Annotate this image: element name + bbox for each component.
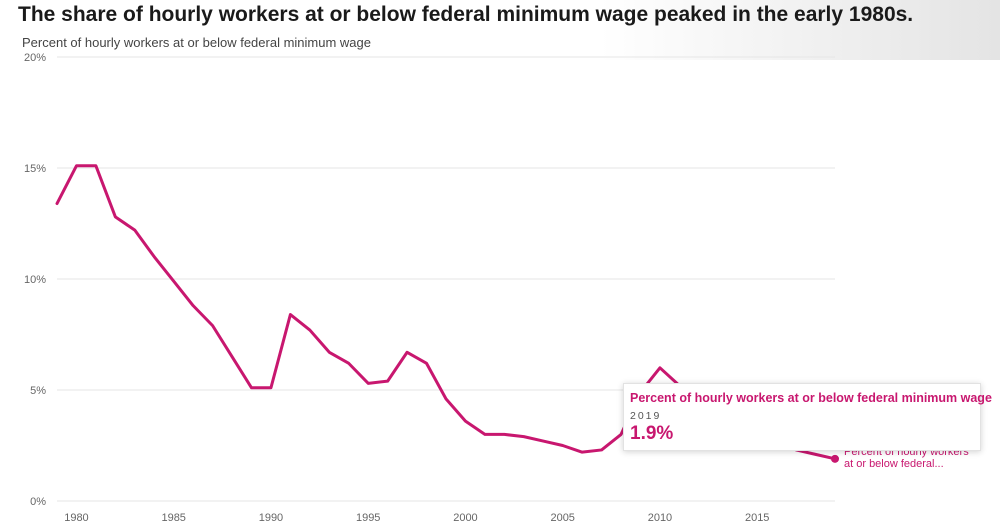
data-point-1996	[387, 380, 389, 382]
data-point-1984	[153, 256, 155, 258]
data-point-1999	[445, 398, 447, 400]
data-point-1981	[95, 165, 97, 167]
y-tick-label: 20%	[24, 52, 46, 64]
chart-title: The share of hourly workers at or below …	[18, 3, 914, 26]
y-axis-title: Percent of hourly workers at or below fe…	[22, 35, 371, 50]
data-point-2003	[523, 436, 525, 438]
data-point-1998	[426, 362, 428, 364]
data-point-1988	[231, 356, 233, 358]
x-tick-label: 1990	[259, 512, 283, 524]
data-point-2007	[601, 449, 603, 451]
end-point-marker[interactable]	[831, 454, 839, 463]
gridlines	[57, 56, 835, 502]
data-point-2005	[562, 445, 564, 447]
data-point-1987	[212, 325, 214, 327]
data-point-1992	[309, 329, 311, 331]
x-tick-label: 2010	[648, 512, 672, 524]
data-point-2001	[484, 433, 486, 435]
data-point-1982	[114, 216, 116, 218]
data-point-2006	[581, 451, 583, 453]
data-point-1991	[289, 314, 291, 316]
data-point-2010	[659, 367, 661, 369]
y-tick-label: 0%	[30, 496, 46, 508]
tooltip-value: 1.9%	[630, 423, 674, 444]
x-tick-label: 2005	[550, 512, 574, 524]
data-point-2004	[542, 440, 544, 442]
data-point-1994	[348, 362, 350, 364]
tooltip-series-name: Percent of hourly workers at or below fe…	[630, 391, 992, 405]
y-tick-label: 15%	[24, 163, 46, 175]
y-tick-label: 5%	[30, 385, 46, 397]
data-point-1986	[192, 305, 194, 307]
tooltip-year: 2019	[630, 410, 662, 422]
x-tick-label: 2000	[453, 512, 477, 524]
data-point-2008	[620, 433, 622, 435]
data-point-1980	[75, 165, 77, 167]
tooltip: Percent of hourly workers at or below fe…	[623, 383, 992, 451]
data-point-2018	[815, 453, 817, 455]
x-tick-label: 1985	[161, 512, 185, 524]
data-point-1990	[270, 387, 272, 389]
data-point-1993	[328, 351, 330, 353]
series-end-label-line-2: at or below federal...	[844, 458, 944, 470]
y-tick-label: 10%	[24, 274, 46, 286]
x-tick-label: 1980	[64, 512, 88, 524]
data-point-2002	[503, 433, 505, 435]
data-point-2000	[464, 420, 466, 422]
data-point-1995	[367, 382, 369, 384]
x-axis-ticks: 1980 1985 1990 1995 2000 2005 2010 2015	[64, 512, 769, 524]
x-tick-label: 1995	[356, 512, 380, 524]
data-point-1997	[406, 351, 408, 353]
x-tick-label: 2015	[745, 512, 769, 524]
y-axis-ticks: 0% 5% 10% 15% 20%	[24, 52, 46, 508]
data-point-1983	[134, 229, 136, 231]
data-point-1979	[56, 203, 58, 205]
data-point-1989	[251, 387, 253, 389]
data-point-1985	[173, 280, 175, 282]
